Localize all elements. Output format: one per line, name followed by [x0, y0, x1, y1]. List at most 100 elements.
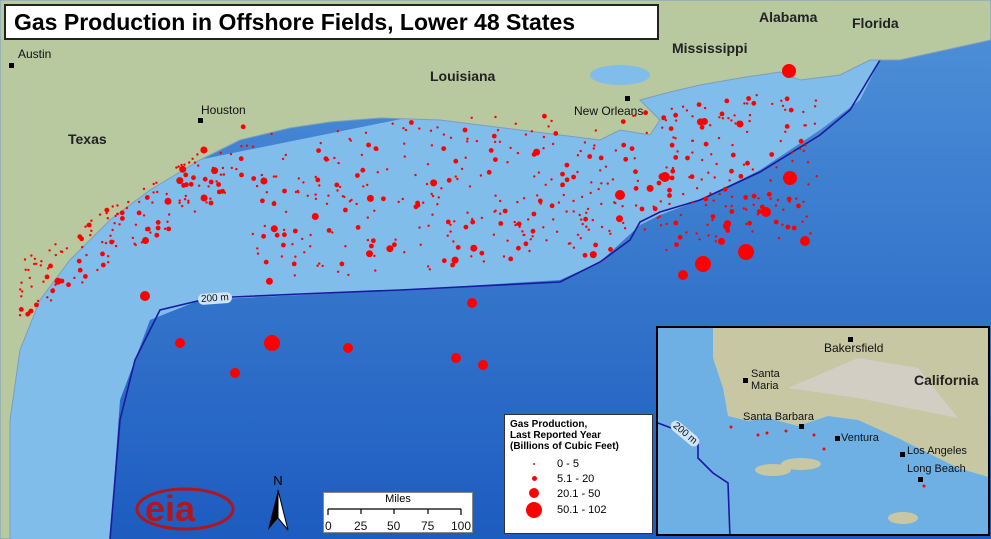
field-dot	[455, 245, 461, 250]
field-dot	[33, 262, 36, 266]
field-dot	[576, 170, 579, 174]
inset-land	[713, 328, 988, 477]
field-dot	[508, 256, 514, 262]
field-dot	[665, 222, 668, 226]
field-dot	[813, 122, 817, 125]
scale-unit: Miles	[385, 493, 411, 505]
field-dot	[90, 229, 93, 232]
field-dot	[730, 204, 733, 208]
state-label-texas: Texas	[68, 131, 107, 147]
field-dot	[746, 102, 749, 105]
field-dot	[751, 100, 757, 106]
field-dot	[678, 270, 688, 280]
field-dot	[714, 235, 718, 238]
field-dot	[178, 199, 181, 202]
field-dot	[404, 128, 408, 132]
field-dot	[600, 225, 604, 229]
field-dot	[223, 191, 227, 194]
field-dot	[36, 299, 40, 303]
field-dot	[245, 144, 249, 147]
field-dot	[752, 203, 755, 206]
field-dot	[104, 241, 108, 245]
field-dot	[28, 308, 34, 314]
field-dot	[717, 136, 721, 140]
field-dot	[181, 204, 184, 208]
field-dot	[338, 185, 342, 189]
field-dot	[167, 213, 171, 216]
field-dot	[131, 236, 135, 240]
field-dot	[360, 167, 366, 173]
field-dot	[85, 253, 88, 257]
field-dot	[562, 193, 565, 197]
field-dot	[815, 175, 818, 178]
field-dot	[645, 131, 648, 135]
field-dot	[23, 258, 27, 261]
field-dot	[291, 243, 294, 246]
field-dot	[101, 240, 104, 244]
field-dot	[451, 353, 461, 363]
legend-row: 20.1 - 50	[510, 485, 647, 501]
field-dot	[730, 119, 733, 122]
field-dot	[737, 120, 740, 124]
field-dot	[200, 194, 208, 202]
field-dot	[373, 209, 376, 212]
field-dot	[633, 169, 638, 175]
field-dot	[394, 238, 397, 241]
scale-tick: 75	[421, 519, 435, 533]
eia-logo-icon: eia	[135, 487, 235, 531]
field-dot	[334, 182, 340, 188]
field-dot	[222, 173, 226, 176]
field-dot	[491, 133, 497, 139]
field-dot	[314, 193, 317, 196]
field-dot	[336, 270, 340, 273]
field-dot	[471, 217, 474, 221]
field-dot	[493, 157, 498, 163]
field-dot	[152, 182, 155, 186]
field-dot	[613, 201, 616, 204]
field-dot	[397, 200, 400, 204]
field-dot	[165, 192, 168, 196]
field-dot	[691, 151, 694, 154]
field-dot	[215, 180, 218, 183]
field-dot	[366, 238, 370, 242]
field-dot	[805, 215, 808, 218]
field-dot	[401, 197, 404, 201]
field-dot	[48, 249, 51, 252]
field-dot	[422, 201, 425, 204]
field-dot	[48, 263, 53, 269]
field-dot	[193, 161, 197, 164]
field-dot	[672, 136, 675, 139]
field-dot	[467, 298, 477, 308]
field-dot	[418, 226, 421, 229]
field-dot	[238, 156, 244, 162]
field-dot	[281, 242, 286, 248]
field-dot	[89, 233, 92, 237]
field-dot	[451, 256, 459, 264]
field-dot	[498, 221, 504, 226]
field-dot	[542, 135, 546, 139]
field-dot	[738, 173, 744, 179]
field-dot	[769, 179, 772, 182]
field-dot	[582, 252, 588, 258]
field-dot	[76, 258, 82, 264]
city-label-los-angeles: Los Angeles	[907, 445, 967, 457]
field-dot	[343, 343, 353, 353]
field-dot	[152, 191, 155, 194]
field-dot	[50, 288, 56, 294]
field-dot	[779, 139, 782, 143]
field-dot	[722, 186, 728, 192]
field-dot	[107, 255, 110, 258]
field-dot	[499, 199, 502, 203]
field-dot	[629, 146, 635, 152]
field-dot	[506, 161, 509, 164]
field-dot	[674, 137, 677, 140]
field-dot	[327, 194, 330, 197]
field-dot	[724, 205, 727, 208]
field-dot	[776, 198, 780, 202]
field-dot	[54, 253, 57, 257]
field-dot	[303, 251, 306, 254]
field-dot	[430, 192, 433, 196]
field-dot	[470, 116, 473, 120]
field-dot	[598, 155, 604, 161]
